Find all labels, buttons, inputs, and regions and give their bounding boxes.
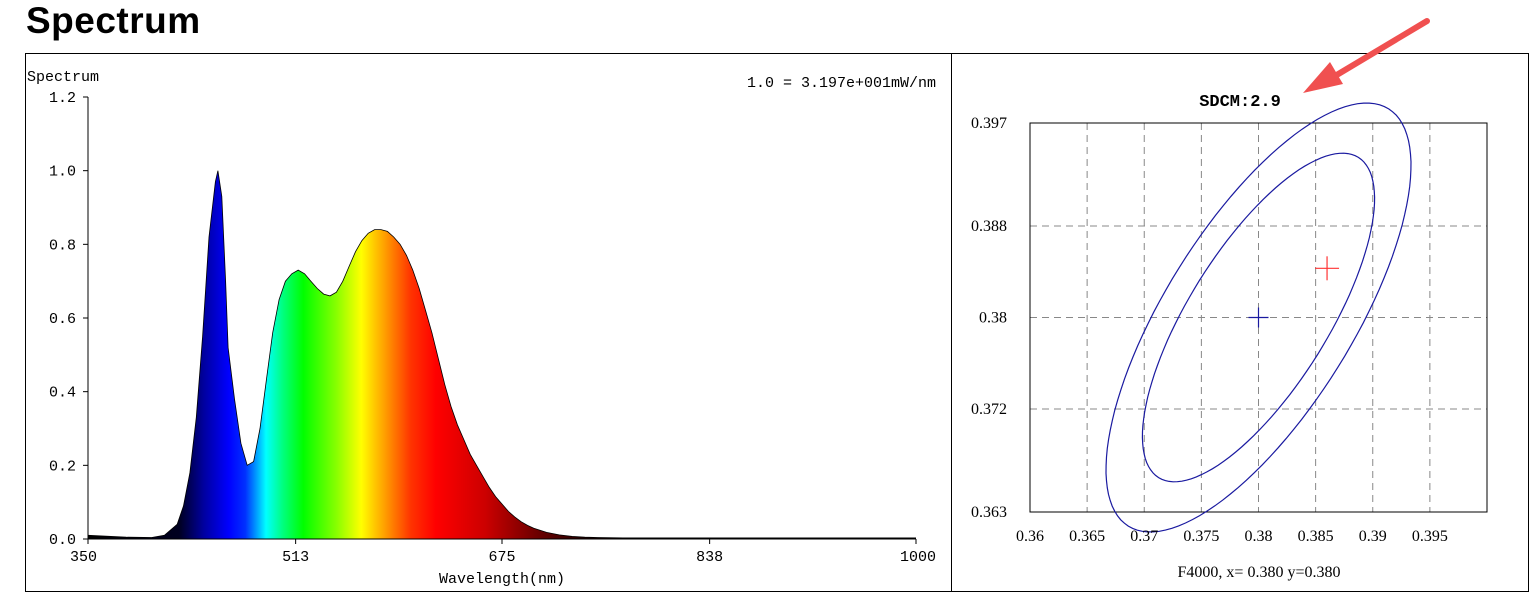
sdcm-label: SDCM:2.9 xyxy=(1199,93,1281,112)
cie-x-tick-label: 0.39 xyxy=(1359,528,1387,545)
page-title: Spectrum xyxy=(26,0,201,41)
cie-y-tick-label: 0.38 xyxy=(979,310,1007,327)
y-tick-label: 1.0 xyxy=(49,164,76,181)
left-chart-title: Spectrum xyxy=(27,69,99,86)
x-axis-label: Wavelength(nm) xyxy=(439,571,565,588)
x-tick-label: 513 xyxy=(282,549,309,566)
x-tick-label: 838 xyxy=(696,549,723,566)
panel-divider xyxy=(951,53,952,592)
cie-x-tick-label: 0.385 xyxy=(1298,528,1334,545)
cie-points xyxy=(1248,256,1340,328)
annotation-arrow xyxy=(1303,18,1430,93)
spectrum-line xyxy=(87,170,916,539)
cie-tick-labels: 0.36 0.365 0.37 0.375 0.38 0.385 0.39 0.395 0.36… xyxy=(971,115,1448,545)
macadam-ellipses xyxy=(1105,102,1412,533)
cie-y-tick-label: 0.372 xyxy=(971,401,1007,418)
target-point-marker xyxy=(1248,307,1269,328)
y-tick-label: 0.6 xyxy=(49,311,76,328)
cie-x-tick-label: 0.375 xyxy=(1183,528,1219,545)
y-tick-label: 0.8 xyxy=(49,237,76,254)
cie-y-tick-label: 0.388 xyxy=(971,218,1007,235)
scale-note: 1.0 = 3.197e+001mW/nm xyxy=(747,75,936,92)
x-tick-label: 350 xyxy=(70,549,97,566)
cie-y-tick-label: 0.397 xyxy=(971,115,1007,132)
y-tick-label: 0.0 xyxy=(49,532,76,549)
spectrum-axes: 0.0 0.2 0.4 0.6 0.8 1.0 1.2 350 513 675 838 1000 xyxy=(49,90,936,566)
cie-x-tick-label: 0.365 xyxy=(1069,528,1105,545)
macadam-ellipse xyxy=(1105,102,1412,533)
x-tick-label: 675 xyxy=(488,549,515,566)
spectrum-area-group xyxy=(87,170,916,539)
cie-plot-border xyxy=(1029,122,1488,513)
y-tick-label: 0.4 xyxy=(49,385,76,402)
cie-x-tick-label: 0.36 xyxy=(1016,528,1044,545)
cie-x-tick-label: 0.37 xyxy=(1130,528,1158,545)
cie-x-tick-label: 0.38 xyxy=(1245,528,1273,545)
measured-point-marker xyxy=(1315,256,1340,281)
cie-y-tick-label: 0.363 xyxy=(971,504,1007,521)
y-tick-label: 0.2 xyxy=(49,458,76,475)
cie-caption: F4000, x= 0.380 y=0.380 xyxy=(1178,564,1341,581)
y-tick-label: 1.2 xyxy=(49,90,76,107)
chart-frame xyxy=(25,53,1529,592)
spectrum-area xyxy=(88,170,916,539)
cie-x-tick-label: 0.395 xyxy=(1412,528,1448,545)
x-tick-label: 1000 xyxy=(900,549,936,566)
macadam-ellipse xyxy=(1141,152,1376,483)
